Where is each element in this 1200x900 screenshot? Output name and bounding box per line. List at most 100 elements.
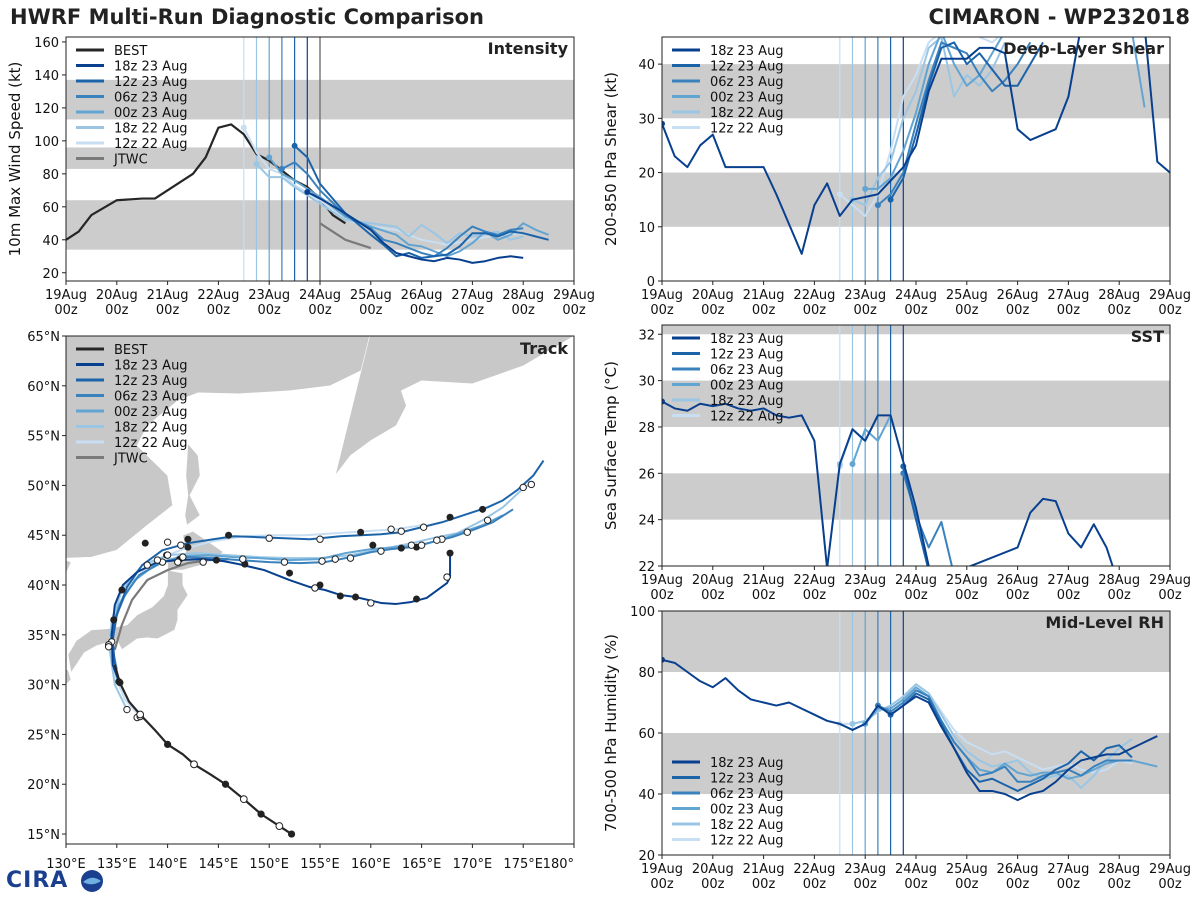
y-tick-label: 80: [638, 666, 655, 681]
legend-label: 18z 22 Aug: [114, 122, 188, 137]
run-init-marker: [662, 120, 665, 127]
lat-tick-label: 15°N: [27, 828, 60, 843]
legend-label: 12z 23 Aug: [114, 75, 188, 90]
lat-tick-label: 60°N: [27, 380, 60, 395]
panel-rh: 2040608010019Aug00z20Aug00z21Aug00z22Aug…: [602, 605, 1191, 892]
legend-label: 18z 22 Aug: [710, 394, 784, 409]
lat-tick-label: 30°N: [27, 679, 60, 694]
x-tick-label: 19Aug: [641, 573, 683, 588]
run-init-marker: [304, 188, 311, 195]
run-line-1: [902, 466, 929, 566]
legend-label: 12z 22 Aug: [710, 834, 784, 849]
track-marker-filled: [184, 535, 192, 543]
track-marker-open: [407, 541, 416, 549]
run-line-4: [852, 683, 1133, 789]
x-tick-label: 26Aug: [997, 573, 1039, 588]
run-line-0: [306, 191, 524, 264]
y-tick-label: 60: [638, 727, 655, 742]
lon-tick-label: 145°E: [199, 857, 239, 872]
track-marker-open: [174, 558, 182, 566]
legend-label: 00z 23 Aug: [710, 379, 784, 394]
cira-logo: CIRA: [6, 868, 107, 893]
run-line-0: [662, 658, 1158, 802]
x-tick-label: 20Aug: [692, 862, 734, 877]
run-track-1: [111, 459, 545, 665]
x-tick-sublabel: 00z: [1158, 303, 1182, 318]
lon-tick-label: 175°E: [503, 857, 543, 872]
land: [334, 336, 574, 476]
legend-label: 12z 23 Aug: [710, 60, 784, 75]
x-tick-label: 24Aug: [895, 573, 937, 588]
lat-tick-label: 35°N: [27, 629, 60, 644]
lat-tick-label: 50°N: [27, 479, 60, 494]
x-tick-sublabel: 00z: [1057, 588, 1081, 603]
x-tick-sublabel: 00z: [650, 303, 674, 318]
run-init-marker: [887, 196, 894, 203]
land: [66, 669, 72, 686]
lon-tick-label: 170°E: [453, 857, 493, 872]
cira-logo-text: CIRA: [6, 868, 69, 893]
run-line-4: [852, 37, 1006, 207]
grey-band: [662, 380, 1170, 427]
legend-label: BEST: [114, 343, 147, 358]
track-marker-filled: [397, 544, 405, 552]
x-tick-sublabel: 00z: [803, 877, 827, 892]
map-area: [66, 336, 574, 844]
x-tick-label: 26Aug: [997, 288, 1039, 303]
land: [66, 559, 72, 641]
x-tick-label: 29Aug: [553, 288, 595, 303]
track-marker-open: [280, 558, 289, 566]
x-tick-sublabel: 00z: [1158, 877, 1182, 892]
y-tick-label: 100: [34, 135, 59, 150]
x-tick-label: 23Aug: [844, 862, 886, 877]
x-tick-label: 20Aug: [96, 288, 138, 303]
x-tick-sublabel: 00z: [1108, 303, 1132, 318]
legend-label: 18z 23 Aug: [114, 60, 188, 75]
x-tick-label: 20Aug: [692, 573, 734, 588]
track-marker-open: [417, 541, 426, 549]
x-tick-sublabel: 00z: [904, 877, 928, 892]
track-marker-open: [316, 535, 324, 543]
x-tick-label: 24Aug: [895, 862, 937, 877]
track-marker-open: [239, 555, 247, 563]
legend-label: 18z 23 Aug: [114, 359, 188, 374]
x-tick-sublabel: 00z: [1057, 877, 1081, 892]
x-tick-label: 29Aug: [1149, 573, 1191, 588]
land: [66, 336, 372, 559]
best-marker-open: [136, 710, 145, 719]
x-tick-label: 28Aug: [1098, 288, 1140, 303]
panel-sst: 22242628303219Aug00z20Aug00z21Aug00z22Au…: [602, 324, 1191, 603]
panel-title: Track: [520, 339, 568, 358]
x-tick-sublabel: 00z: [854, 588, 878, 603]
y-tick-label: 22: [638, 560, 655, 575]
x-tick-sublabel: 00z: [803, 588, 827, 603]
x-tick-label: 19Aug: [641, 288, 683, 303]
legend-label: 06z 23 Aug: [710, 75, 784, 90]
x-tick-label: 19Aug: [45, 288, 87, 303]
panel-intensity: 2040608010012014016019Aug00z20Aug00z21Au…: [6, 36, 595, 318]
track-marker-open: [143, 561, 151, 569]
x-tick-sublabel: 00z: [562, 303, 586, 318]
x-tick-sublabel: 00z: [207, 303, 231, 318]
x-tick-sublabel: 00z: [308, 303, 332, 318]
lat-tick-label: 65°N: [27, 330, 60, 345]
x-tick-label: 22Aug: [197, 288, 239, 303]
run-init-marker: [291, 142, 298, 149]
run-line-5: [839, 37, 1001, 217]
x-tick-sublabel: 00z: [803, 303, 827, 318]
y-axis-label: 10m Max Wind Speed (kt): [6, 62, 24, 257]
plot-area: [66, 37, 574, 281]
run-init-marker: [849, 720, 856, 727]
track-marker-filled: [446, 549, 454, 557]
track-marker-filled: [110, 616, 118, 624]
x-tick-sublabel: 00z: [701, 588, 725, 603]
y-axis-label: Sea Surface Temp (°C): [602, 361, 620, 530]
x-tick-label: 21Aug: [147, 288, 189, 303]
run-init-marker: [662, 398, 665, 405]
track-marker-filled: [286, 569, 294, 577]
track-marker-open: [318, 557, 326, 565]
x-tick-label: 21Aug: [743, 573, 785, 588]
lon-tick-label: 130°E: [46, 857, 86, 872]
track-marker-open: [433, 536, 441, 544]
best-marker-filled: [164, 740, 172, 748]
